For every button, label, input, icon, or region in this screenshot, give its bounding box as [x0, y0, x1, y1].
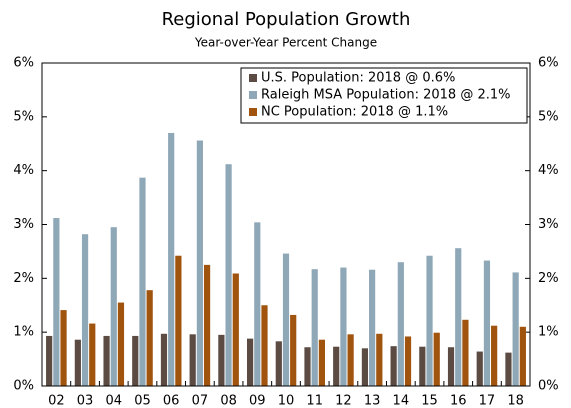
- x-tick-label: 03: [77, 394, 94, 408]
- bar: [110, 227, 117, 386]
- y-tick-label: 3%: [13, 217, 34, 232]
- legend-box: [240, 67, 528, 124]
- bar: [390, 346, 397, 386]
- x-tick-label: 10: [278, 394, 295, 408]
- x-tick-label: 07: [192, 394, 209, 408]
- bar: [447, 347, 455, 386]
- y2-tick-label: 3%: [538, 217, 559, 232]
- bar: [512, 272, 519, 386]
- bar: [304, 347, 311, 386]
- y2-tick-label: 6%: [538, 56, 559, 71]
- bar: [476, 351, 483, 386]
- x-tick-label: 15: [421, 394, 438, 408]
- bar: [491, 325, 498, 386]
- bar: [404, 336, 412, 386]
- bar: [160, 333, 168, 386]
- bar: [225, 164, 232, 386]
- chart-subtitle: Year-over-Year Percent Change: [194, 36, 377, 50]
- x-tick-label: 11: [306, 394, 323, 408]
- chart-title: Regional Population Growth: [162, 9, 411, 30]
- y2-tick-label: 1%: [538, 325, 559, 340]
- bar: [455, 248, 462, 386]
- bar: [254, 222, 261, 386]
- x-tick-label: 09: [249, 394, 266, 408]
- bar: [132, 335, 139, 386]
- bar: [311, 269, 318, 386]
- bar: [139, 177, 146, 386]
- bar: [369, 269, 376, 386]
- x-tick-label: 14: [393, 394, 410, 408]
- bar: [103, 335, 110, 386]
- x-tick-label: 17: [479, 394, 496, 408]
- bar: [275, 341, 282, 386]
- y-tick-label: 5%: [13, 109, 34, 124]
- bar: [462, 319, 469, 386]
- bar: [175, 255, 182, 386]
- bar: [340, 267, 347, 386]
- bar: [261, 305, 268, 386]
- bar: [419, 346, 426, 386]
- bar: [505, 352, 512, 386]
- legend-swatch: [249, 91, 257, 99]
- bar: [232, 273, 239, 386]
- legend-label: Raleigh MSA Population: 2018 @ 2.1%: [261, 88, 510, 103]
- bar: [376, 333, 383, 386]
- y-tick-label: 0%: [13, 379, 34, 394]
- bar: [333, 346, 340, 386]
- legend-swatch: [249, 74, 257, 82]
- y-tick-label: 1%: [13, 325, 34, 340]
- bar: [246, 338, 254, 386]
- bar: [203, 264, 211, 386]
- y-tick-label: 4%: [13, 163, 34, 178]
- bar: [117, 302, 125, 386]
- bar: [168, 132, 175, 386]
- bar: [318, 339, 326, 386]
- x-tick-label: 02: [48, 394, 65, 408]
- bar: [81, 234, 89, 386]
- x-tick-label: 06: [163, 394, 180, 408]
- bar: [483, 260, 491, 386]
- y-tick-label: 2%: [13, 271, 34, 286]
- x-tick-label: 12: [335, 394, 352, 408]
- bar: [46, 335, 53, 386]
- bar: [347, 334, 354, 386]
- x-tick-label: 16: [450, 394, 467, 408]
- bar: [361, 348, 369, 386]
- bar: [282, 253, 290, 386]
- bar: [290, 314, 297, 386]
- bar: [426, 255, 433, 386]
- bar: [519, 326, 526, 386]
- bar: [60, 310, 67, 386]
- x-tick-label: 18: [507, 394, 524, 408]
- x-tick-label: 05: [134, 394, 151, 408]
- legend-label: U.S. Population: 2018 @ 0.6%: [261, 71, 455, 86]
- y2-tick-label: 4%: [538, 163, 559, 178]
- x-tick-label: 04: [105, 394, 122, 408]
- y2-tick-label: 0%: [538, 379, 559, 394]
- x-tick-label: 08: [220, 394, 237, 408]
- bar: [433, 332, 440, 386]
- legend-swatch: [249, 108, 257, 116]
- legend-label: NC Population: 2018 @ 1.1%: [261, 105, 448, 120]
- y2-tick-label: 2%: [538, 271, 559, 286]
- x-tick-label: 13: [364, 394, 381, 408]
- y-tick-label: 6%: [13, 56, 34, 71]
- bar: [53, 218, 60, 386]
- bar: [89, 323, 96, 386]
- y2-tick-label: 5%: [538, 109, 559, 124]
- bar: [146, 290, 153, 386]
- bar: [74, 339, 81, 386]
- bar: [196, 140, 203, 386]
- bar: [397, 262, 404, 386]
- plot-frame: [41, 62, 531, 387]
- bar: [189, 334, 196, 386]
- bar: [218, 334, 225, 386]
